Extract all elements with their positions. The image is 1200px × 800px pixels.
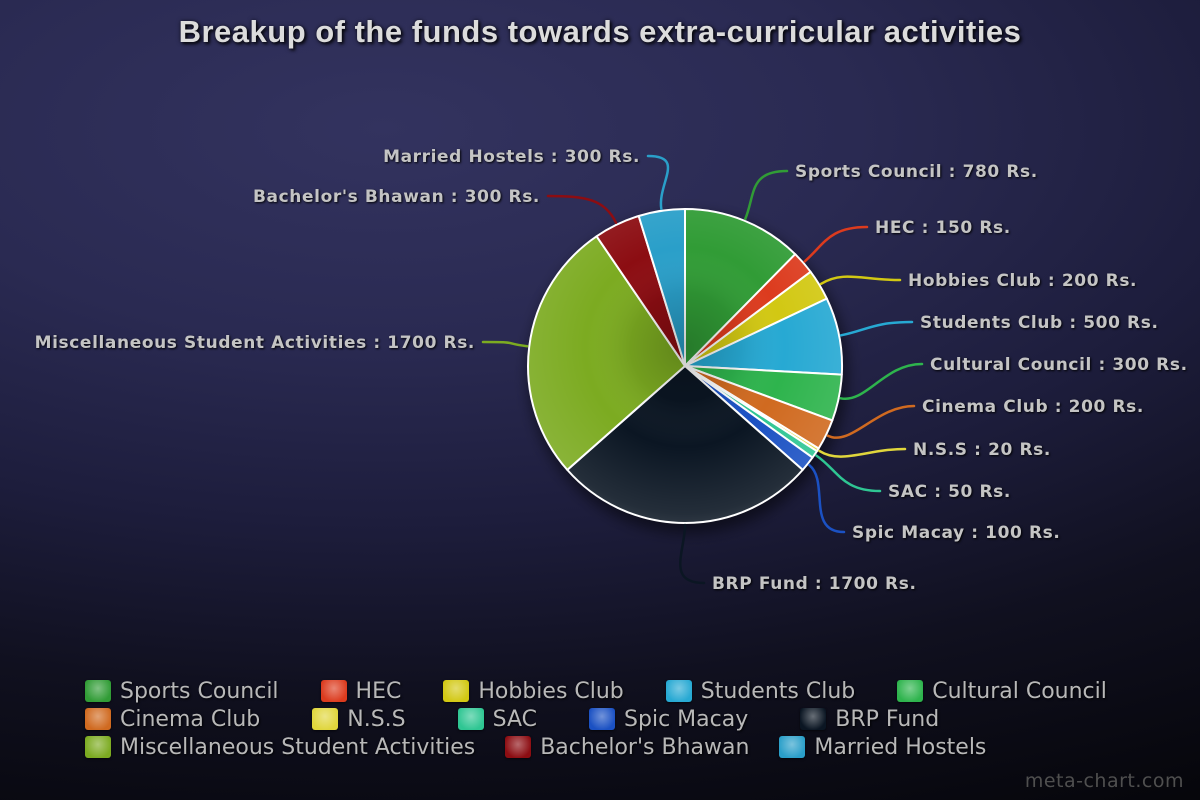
leader-line: [546, 194, 618, 224]
leader-line: [481, 340, 529, 348]
leader-line: [815, 454, 882, 493]
pie-label: Spic Macay : 100 Rs.: [852, 523, 1060, 543]
legend-item: HEC: [320, 678, 402, 704]
legend-swatch: [85, 680, 111, 702]
leader-line: [818, 447, 907, 458]
legend-item: Cinema Club: [85, 707, 260, 732]
legend-label: N.S.S: [347, 706, 406, 732]
leader-lines: [481, 154, 924, 585]
leader-line: [646, 154, 670, 211]
legend-swatch: [85, 708, 111, 730]
legend-label: Bachelor's Bhawan: [540, 734, 750, 760]
legend-label: Students Club: [700, 678, 856, 704]
legend-item: Bachelor's Bhawan: [505, 735, 749, 760]
legend-item: Hobbies Club: [443, 678, 624, 704]
legend-swatch: [589, 708, 616, 730]
legend-label: Married Hostels: [814, 734, 987, 760]
legend-item: Cultural Council: [897, 679, 1107, 704]
legend-item: Sports Council: [85, 679, 279, 704]
legend-swatch: [897, 680, 924, 702]
leader-line: [839, 362, 924, 400]
watermark: meta-chart.com: [1024, 770, 1184, 792]
legend-item: BRP Fund: [800, 707, 939, 732]
legend-item: Married Hostels: [779, 735, 986, 760]
legend-item: Spic Macay: [589, 707, 748, 732]
legend-label: Miscellaneous Student Activities: [120, 734, 476, 760]
legend-swatch: [665, 680, 692, 702]
pie-label: Miscellaneous Student Activities : 1700 …: [35, 333, 475, 353]
chart-title: Breakup of the funds towards extra-curri…: [178, 14, 1022, 49]
pie-slices: [527, 208, 844, 524]
leader-line: [819, 275, 902, 286]
legend-row: Cinema Club N.S.S SAC Spic Macay BRP Fund: [85, 705, 1185, 733]
legend-swatch: [320, 680, 347, 702]
leader-line: [808, 463, 846, 534]
pie-label: Students Club : 500 Rs.: [920, 313, 1159, 333]
legend-label: BRP Fund: [835, 706, 940, 732]
legend-label: Sports Council: [120, 678, 279, 704]
legend-row: Miscellaneous Student Activities Bachelor…: [85, 733, 1185, 761]
slice-labels: Sports Council : 780 Rs. HEC : 150 Rs. Hob…: [35, 147, 1188, 594]
legend-label: SAC: [492, 706, 538, 732]
leader-line: [839, 320, 914, 337]
pie-label: N.S.S : 20 Rs.: [913, 440, 1051, 460]
legend-swatch: [312, 708, 339, 730]
leader-line: [803, 225, 869, 263]
legend-item: N.S.S: [312, 706, 406, 732]
leader-line: [679, 523, 706, 585]
legend-label: Cultural Council: [932, 678, 1107, 704]
pie-label: SAC : 50 Rs.: [888, 482, 1011, 502]
legend-swatch: [443, 680, 470, 702]
legend-swatch: [457, 708, 484, 730]
leader-line: [826, 404, 916, 439]
legend-swatch: [85, 736, 111, 758]
pie-label: Married Hostels : 300 Rs.: [383, 147, 640, 167]
pie-label: Hobbies Club : 200 Rs.: [908, 271, 1137, 291]
legend-label: HEC: [355, 678, 402, 704]
legend-item: Students Club: [665, 678, 856, 704]
legend-label: Hobbies Club: [478, 678, 624, 704]
legend-swatch: [779, 736, 806, 758]
pie-label: Bachelor's Bhawan : 300 Rs.: [253, 187, 540, 207]
leader-line: [744, 169, 789, 221]
pie-label: HEC : 150 Rs.: [875, 218, 1011, 238]
pie-label: BRP Fund : 1700 Rs.: [712, 574, 917, 594]
legend-label: Spic Macay: [624, 706, 749, 732]
legend-swatch: [800, 708, 827, 730]
pie-label: Cinema Club : 200 Rs.: [922, 397, 1144, 417]
legend-swatch: [505, 736, 532, 758]
legend: Sports Council HEC Hobbies Club Students Cl…: [85, 677, 1185, 761]
legend-label: Cinema Club: [120, 706, 261, 732]
legend-item: Miscellaneous Student Activities: [85, 735, 475, 760]
legend-row: Sports Council HEC Hobbies Club Students Cl…: [85, 677, 1185, 705]
pie-label: Sports Council : 780 Rs.: [795, 162, 1038, 182]
pie-label: Cultural Council : 300 Rs.: [930, 355, 1188, 375]
legend-item: SAC: [457, 706, 538, 732]
